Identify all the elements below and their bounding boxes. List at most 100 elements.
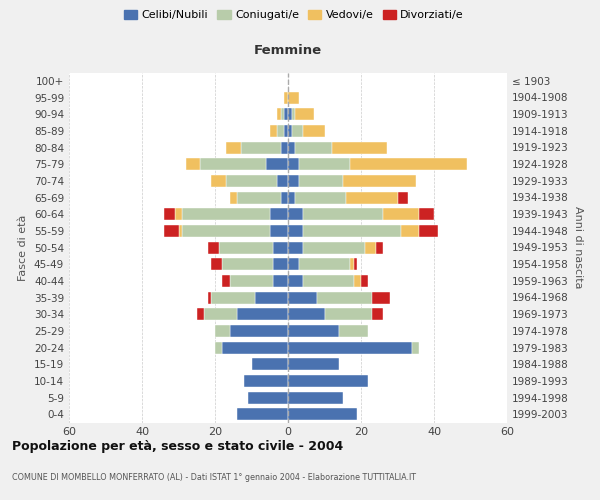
Bar [270, 125, 277, 137]
Bar [412, 342, 419, 353]
Bar [230, 325, 288, 337]
Bar [350, 158, 467, 170]
Bar [295, 142, 332, 154]
Bar [175, 208, 182, 220]
Bar [266, 158, 288, 170]
Bar [288, 292, 317, 304]
Bar [215, 342, 223, 353]
Bar [255, 292, 288, 304]
Bar [292, 108, 295, 120]
Bar [343, 175, 416, 187]
Bar [295, 108, 314, 120]
Bar [317, 292, 372, 304]
Bar [182, 225, 270, 237]
Bar [288, 142, 295, 154]
Bar [226, 175, 277, 187]
Bar [288, 325, 339, 337]
Bar [292, 125, 302, 137]
Bar [200, 158, 266, 170]
Bar [211, 292, 255, 304]
Bar [288, 408, 358, 420]
Bar [383, 208, 419, 220]
Bar [218, 242, 274, 254]
Bar [230, 275, 274, 287]
Bar [288, 158, 299, 170]
Bar [302, 225, 401, 237]
Bar [288, 225, 302, 237]
Bar [270, 225, 288, 237]
Bar [288, 242, 302, 254]
Bar [354, 275, 361, 287]
Bar [288, 342, 412, 353]
Bar [299, 258, 350, 270]
Bar [248, 392, 288, 404]
Bar [346, 192, 398, 203]
Bar [251, 358, 288, 370]
Bar [372, 308, 383, 320]
Bar [302, 242, 365, 254]
Bar [302, 208, 383, 220]
Text: Femmine: Femmine [254, 44, 322, 57]
Bar [197, 308, 204, 320]
Bar [164, 225, 179, 237]
Bar [223, 342, 288, 353]
Text: Popolazione per età, sesso e stato civile - 2004: Popolazione per età, sesso e stato civil… [12, 440, 343, 453]
Bar [211, 175, 226, 187]
Bar [241, 142, 281, 154]
Bar [204, 308, 237, 320]
Bar [288, 175, 299, 187]
Bar [230, 192, 237, 203]
Bar [281, 142, 288, 154]
Bar [398, 192, 409, 203]
Bar [325, 308, 372, 320]
Bar [295, 192, 346, 203]
Bar [284, 108, 288, 120]
Bar [281, 192, 288, 203]
Bar [277, 108, 281, 120]
Bar [237, 192, 281, 203]
Bar [419, 208, 434, 220]
Bar [211, 258, 223, 270]
Bar [284, 125, 288, 137]
Bar [222, 275, 230, 287]
Bar [302, 125, 325, 137]
Bar [350, 258, 354, 270]
Bar [237, 408, 288, 420]
Bar [222, 258, 274, 270]
Bar [274, 258, 288, 270]
Bar [299, 175, 343, 187]
Bar [288, 208, 302, 220]
Bar [237, 308, 288, 320]
Text: COMUNE DI MOMBELLO MONFERRATO (AL) - Dati ISTAT 1° gennaio 2004 - Elaborazione T: COMUNE DI MOMBELLO MONFERRATO (AL) - Dat… [12, 473, 416, 482]
Bar [274, 242, 288, 254]
Bar [288, 192, 295, 203]
Bar [288, 358, 339, 370]
Bar [208, 292, 211, 304]
Bar [288, 108, 292, 120]
Bar [288, 275, 302, 287]
Bar [274, 275, 288, 287]
Bar [179, 225, 182, 237]
Bar [244, 375, 288, 387]
Bar [339, 325, 368, 337]
Bar [376, 242, 383, 254]
Bar [299, 158, 350, 170]
Bar [164, 208, 175, 220]
Bar [288, 308, 325, 320]
Legend: Celibi/Nubili, Coniugati/e, Vedovi/e, Divorziati/e: Celibi/Nubili, Coniugati/e, Vedovi/e, Di… [119, 6, 469, 25]
Bar [288, 125, 292, 137]
Bar [401, 225, 419, 237]
Bar [288, 258, 299, 270]
Bar [281, 108, 284, 120]
Bar [226, 142, 241, 154]
Bar [182, 208, 270, 220]
Bar [354, 258, 358, 270]
Y-axis label: Fasce di età: Fasce di età [19, 214, 28, 280]
Bar [270, 208, 288, 220]
Bar [208, 242, 218, 254]
Bar [302, 275, 354, 287]
Bar [288, 92, 299, 104]
Bar [288, 392, 343, 404]
Bar [365, 242, 376, 254]
Bar [372, 292, 390, 304]
